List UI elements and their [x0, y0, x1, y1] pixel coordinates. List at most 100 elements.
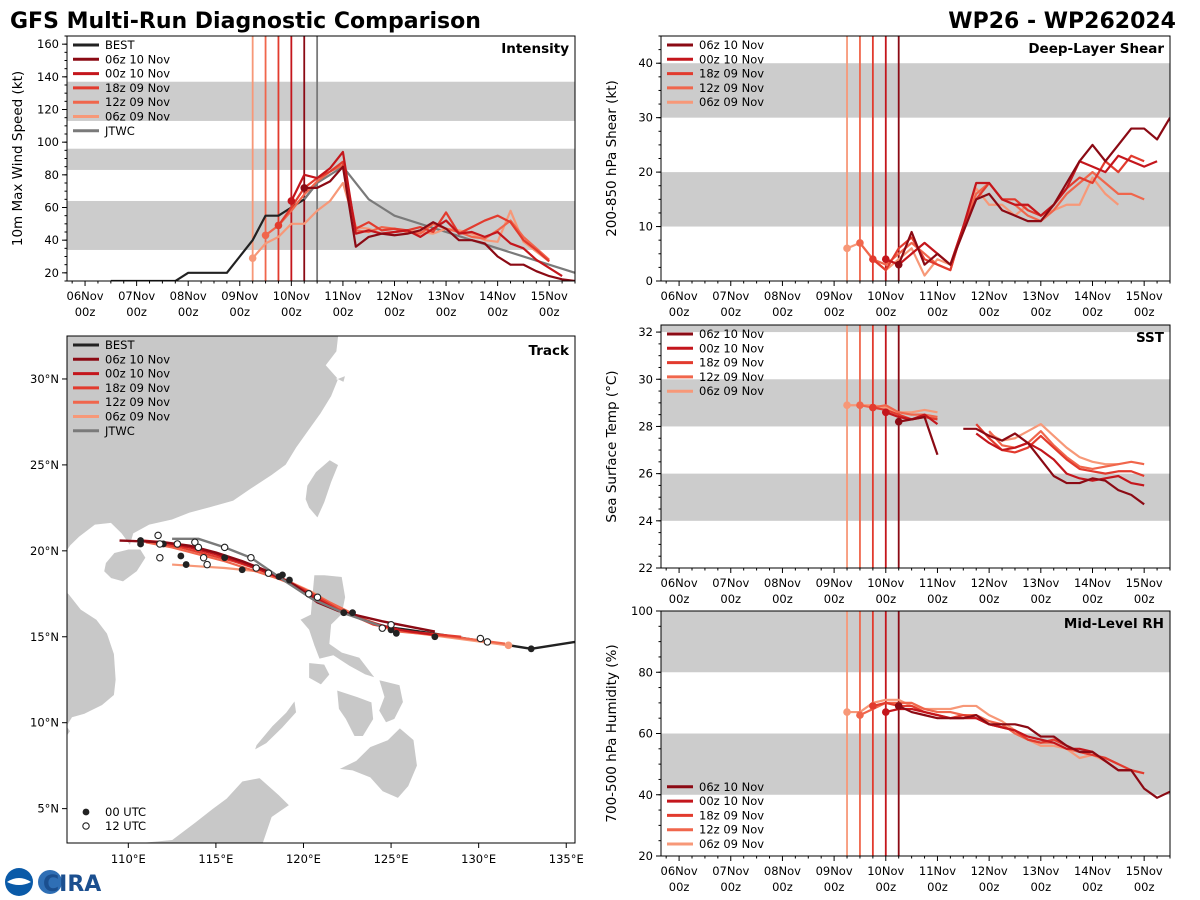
x-tick-label: 08Nov	[764, 289, 801, 303]
x-tick-label: 00z	[281, 305, 302, 319]
legend-label: 06z 10 Nov	[699, 38, 764, 52]
init-point	[843, 708, 851, 716]
x-tick-label: 09Nov	[816, 289, 853, 303]
legend-label: 18z 09 Nov	[699, 356, 764, 370]
legend-label: 18z 09 Nov	[105, 81, 170, 95]
panel-title: Track	[529, 343, 570, 359]
x-tick-label: 15Nov	[1126, 864, 1163, 878]
legend-label: BEST	[105, 338, 135, 352]
land-borneo	[136, 777, 291, 843]
cira-globe-icon	[38, 870, 62, 894]
x-tick-label: 11Nov	[919, 576, 956, 590]
y-tick-label: 20	[638, 849, 653, 863]
map-axes: 110°E 115°E 120°E 125°E 130°E 135°E 5°N 10°N 15°…	[30, 372, 584, 866]
init-point	[843, 244, 851, 253]
x-tick-label: 00z	[824, 592, 845, 606]
x-tick-label: 08Nov	[170, 289, 207, 303]
x-tick-label: 15Nov	[1126, 576, 1163, 590]
x-tick-label: 00z	[1134, 880, 1155, 894]
init-point	[248, 254, 257, 262]
x-tick-label: 15Nov	[1126, 289, 1163, 303]
track-point-12utc	[173, 540, 182, 548]
x-tick-label: 12Nov	[971, 864, 1008, 878]
y-tick-label: 22	[638, 561, 653, 575]
x-tick-label: 10Nov	[867, 864, 904, 878]
x-tick-label: 00z	[927, 592, 948, 606]
x-tick-label: 06Nov	[67, 289, 104, 303]
legend-label: 18z 09 Nov	[699, 808, 764, 822]
x-tick-label: 00z	[979, 592, 1000, 606]
shaded-band	[67, 81, 575, 121]
y-tick-label: 30°N	[30, 372, 59, 386]
series-line-18z-09-nov	[277, 160, 550, 263]
x-tick-label: 00z	[669, 305, 690, 319]
x-axis: 06Nov 00z 07Nov 00z 08Nov 00z 09Nov 00z 10Nov 00z…	[661, 281, 1171, 319]
y-tick-label: 20	[44, 266, 59, 280]
series-line-06z-10-nov	[898, 704, 1170, 799]
y-tick-label: 20°N	[30, 544, 59, 558]
series-line-12z-09-nov	[264, 163, 550, 261]
cira-logo: CIRA	[5, 868, 101, 897]
x-tick-label: 00z	[927, 305, 948, 319]
y-axis: 0 10 20 30 40	[638, 35, 661, 288]
track-point-00utc	[238, 566, 246, 574]
series-line-00z-10-nov	[975, 432, 1145, 487]
y-tick-label: 25°N	[30, 458, 59, 472]
storm-id: WP26 - WP262024	[948, 9, 1176, 34]
y-tick-label: 5°N	[37, 802, 59, 816]
x-tick-label: 00z	[875, 880, 896, 894]
init-point	[869, 702, 877, 710]
x-tick-label: 13Nov	[1022, 289, 1059, 303]
panel-title: SST	[1136, 330, 1165, 346]
y-tick-label: 40	[44, 233, 59, 247]
x-tick-label: 07Nov	[118, 289, 155, 303]
track-point-12utc	[387, 620, 395, 629]
series-line-00z-10-nov	[885, 154, 1158, 266]
track-point-12utc	[252, 564, 260, 572]
x-tick-label: 00z	[539, 305, 560, 319]
legend-label: 00z 10 Nov	[699, 52, 764, 66]
legend-label: 18z 09 Nov	[699, 67, 764, 81]
track-point-12utc	[304, 590, 313, 598]
x-tick-label: 00z	[669, 592, 690, 606]
legend-label: 06z 10 Nov	[105, 352, 170, 366]
x-tick-label: 00z	[772, 592, 793, 606]
track-point-12utc	[220, 543, 229, 552]
series-line-06z-10-nov	[897, 117, 1170, 266]
y-axis-label: 200-850 hPa Shear (kt)	[604, 80, 620, 237]
track-point-00utc	[431, 633, 439, 641]
init-point	[881, 708, 890, 716]
track-point-12utc	[476, 634, 485, 643]
intensity-panel: 06Nov 00z 07Nov 00z 08Nov 00z 09Nov 00z 10Nov 00z…	[10, 35, 576, 319]
x-tick-label: 11Nov	[919, 289, 956, 303]
x-tick-label: 09Nov	[221, 289, 258, 303]
x-tick-label: 12Nov	[376, 289, 413, 303]
track-panel: 110°E 115°E 120°E 125°E 130°E 135°E 5°N 10°N 15°…	[30, 335, 584, 866]
legend-label: BEST	[105, 38, 135, 52]
x-tick-label: 10Nov	[867, 576, 904, 590]
legend-label: 06z 09 Nov	[105, 410, 170, 424]
y-tick-label: 30	[638, 372, 653, 386]
series-line-06z-10-nov	[304, 165, 575, 281]
y-axis: 22 24 26 28 30 32	[638, 325, 661, 575]
track-point-12utc	[156, 540, 164, 548]
legend-label: 12z 09 Nov	[699, 81, 764, 95]
y-tick-label: 10°N	[30, 716, 59, 730]
x-tick-label: 00z	[1030, 592, 1051, 606]
x-tick-label: 10Nov	[867, 289, 904, 303]
y-axis-label: 700-500 hPa Humidity (%)	[604, 644, 620, 822]
x-tick-label: 10Nov	[273, 289, 310, 303]
legend-label: 06z 09 Nov	[699, 837, 764, 851]
y-tick-label: 10	[638, 220, 653, 234]
y-tick-label: 40	[638, 56, 653, 70]
x-tick-label: 14Nov	[479, 289, 516, 303]
shaded-band	[661, 63, 1170, 118]
y-axis-label: Sea Surface Temp (°C)	[604, 370, 620, 522]
x-tick-label: 07Nov	[712, 864, 749, 878]
legend-label: 00z 10 Nov	[699, 341, 764, 355]
track-point-12utc	[378, 624, 387, 632]
